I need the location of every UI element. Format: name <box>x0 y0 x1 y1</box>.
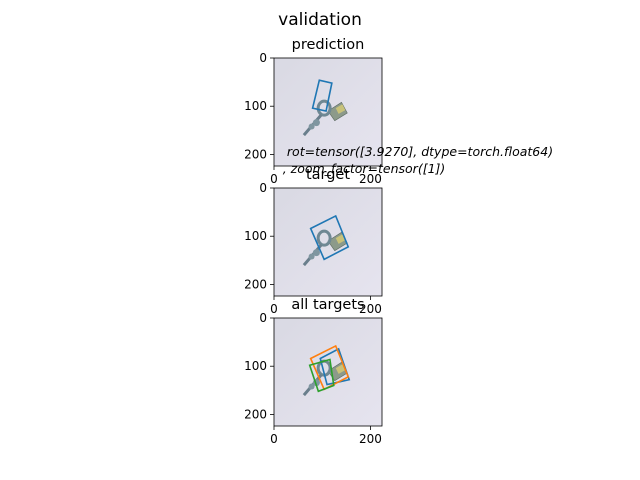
axes-frame <box>273 317 383 427</box>
y-tick-label: 0 <box>259 311 267 325</box>
key-ring <box>312 249 320 257</box>
axes-frame <box>273 187 383 297</box>
bbox-1 <box>311 79 333 112</box>
panel-title: all targets <box>291 297 364 313</box>
x-tick-label: 0 <box>270 432 278 446</box>
y-tick-label: 200 <box>244 147 267 161</box>
x-tick-label: 200 <box>359 432 382 446</box>
figure-suptitle: validation <box>278 10 362 30</box>
x-tick-label: 200 <box>359 302 382 316</box>
lock-shackle <box>316 99 332 117</box>
y-tick-label: 200 <box>244 407 267 421</box>
key-head <box>308 123 315 130</box>
y-tick-label: 0 <box>259 51 267 65</box>
annotation-line-1: rot=tensor([3.9270], dtype=torch.float64… <box>287 144 553 159</box>
x-tick-label: 200 <box>359 172 382 186</box>
bbox-2 <box>309 344 350 391</box>
lock-label <box>335 234 346 244</box>
y-tick-label: 200 <box>244 277 267 291</box>
y-tick-label: 0 <box>259 181 267 195</box>
bbox-3 <box>308 358 335 393</box>
x-tick-label: 0 <box>270 172 278 186</box>
key-ring <box>312 119 320 127</box>
padlock-object <box>302 229 348 267</box>
y-tick-label: 100 <box>244 229 267 243</box>
lock-label <box>335 364 346 374</box>
axes-frame <box>273 57 383 167</box>
annotation-line-2: , zoom_factor=tensor([1]) <box>283 161 446 176</box>
padlock-object <box>302 99 348 137</box>
x-tick-label: 0 <box>270 302 278 316</box>
bbox-1 <box>309 214 350 261</box>
key-head <box>308 383 315 390</box>
panel-title: target <box>306 167 350 183</box>
panel-title: prediction <box>292 37 365 53</box>
key-head <box>308 253 315 260</box>
y-tick-label: 100 <box>244 359 267 373</box>
lock-shackle <box>316 229 332 247</box>
bbox-1 <box>319 347 351 386</box>
lock-label <box>335 104 346 114</box>
y-tick-label: 100 <box>244 99 267 113</box>
